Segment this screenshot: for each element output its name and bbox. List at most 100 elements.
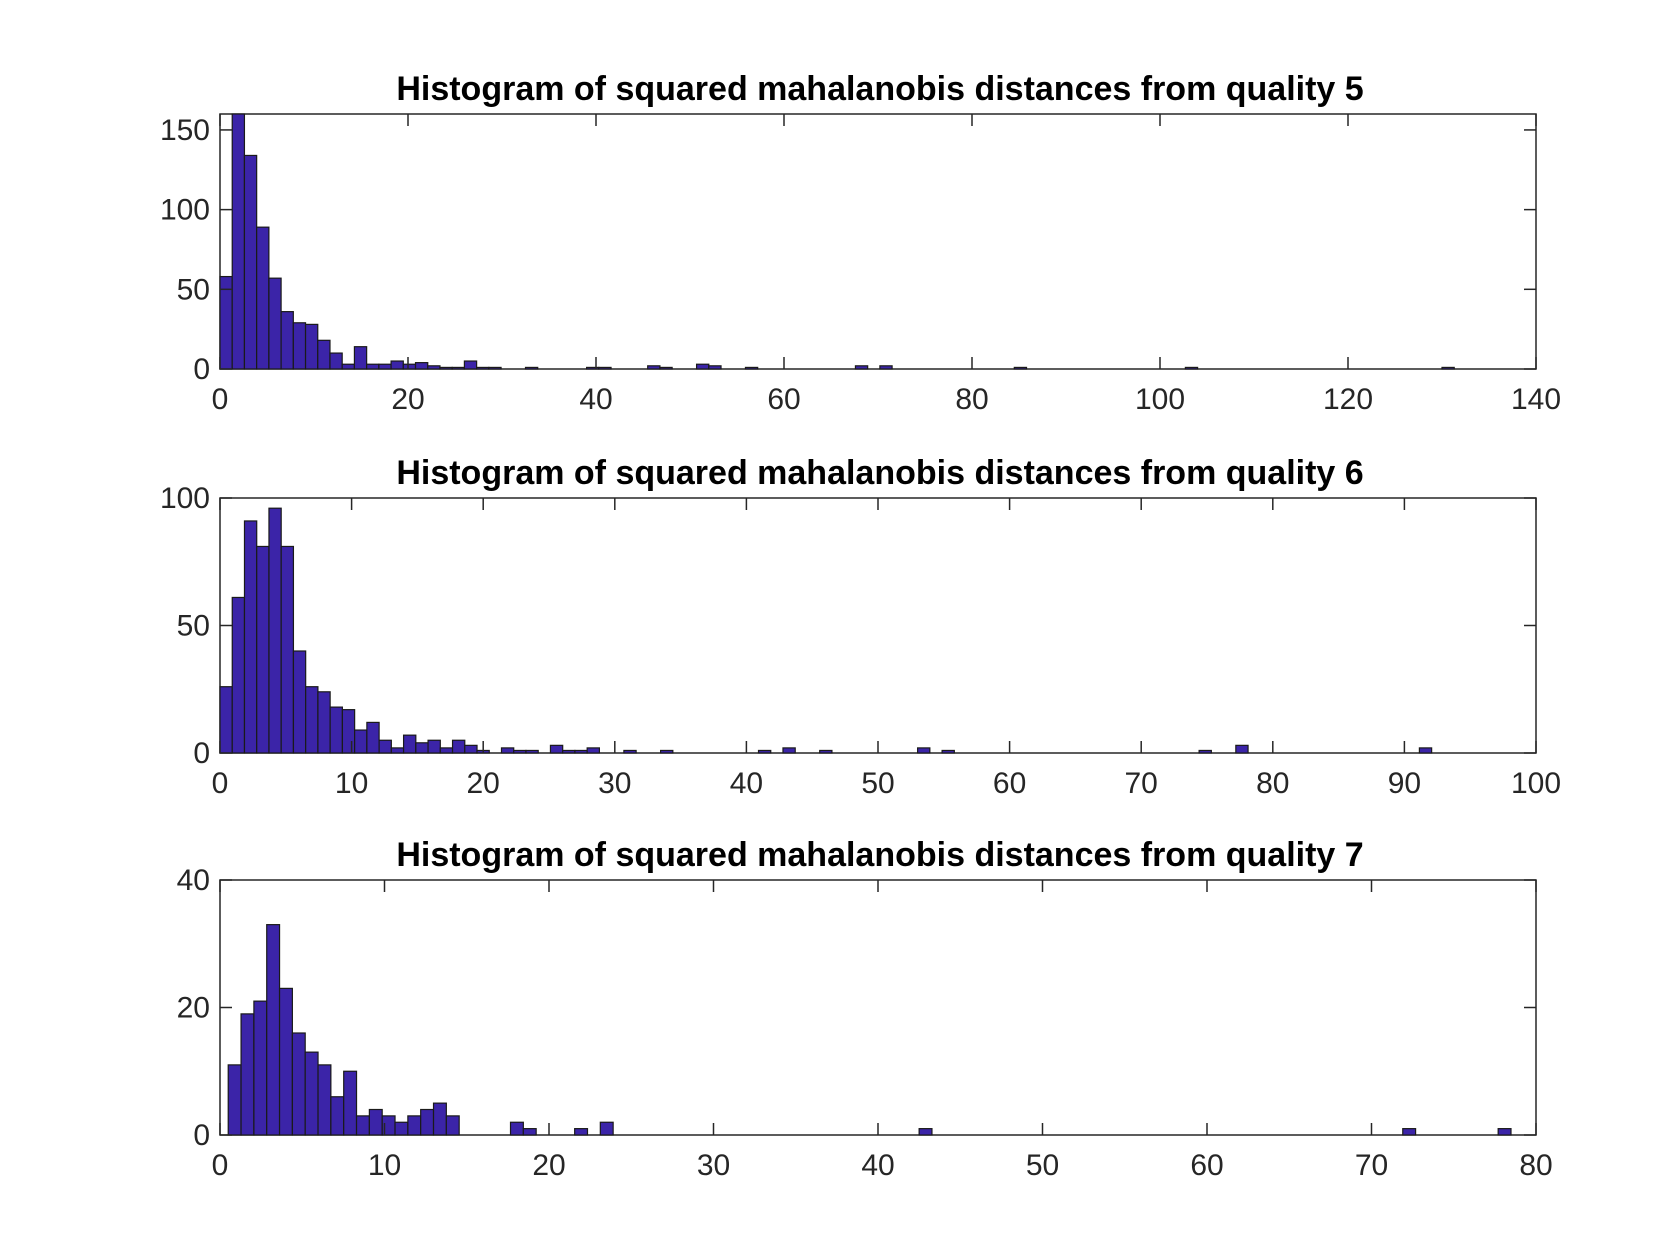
histogram-bar [355, 1115, 370, 1136]
histogram-bar [231, 596, 246, 754]
histogram-bar [329, 706, 343, 754]
x-tick-label: 90 [1388, 767, 1421, 800]
x-tick-label: 70 [1125, 767, 1158, 800]
subplot-quality-6: Histogram of squared mahalanobis distanc… [160, 454, 1561, 800]
x-tick-label: 100 [1511, 767, 1561, 800]
x-tick-label: 10 [368, 1149, 401, 1182]
histogram-bar [598, 366, 612, 370]
histogram-bar [1184, 366, 1199, 370]
x-tick-label: 20 [467, 767, 500, 800]
x-tick-label: 50 [861, 767, 894, 800]
plot-area-quality-5 [219, 113, 1537, 370]
x-tick-label: 30 [598, 767, 631, 800]
histogram-bar [1013, 366, 1028, 370]
histogram-bar [329, 352, 343, 370]
x-tick-label: 50 [1026, 1149, 1059, 1182]
histogram-bar [366, 363, 380, 370]
histogram-bar [623, 749, 637, 754]
histogram-bar [451, 739, 466, 754]
histogram-bar [227, 1064, 242, 1136]
x-tick-label: 80 [1519, 1149, 1552, 1182]
histogram-bar [420, 1108, 435, 1136]
histogram-bar [525, 749, 539, 754]
x-tick-label: 40 [861, 1149, 894, 1182]
y-tick-label: 20 [177, 992, 210, 1025]
histogram-bar [439, 366, 453, 370]
histogram-bar [266, 924, 281, 1136]
histogram-bar [819, 749, 833, 754]
histogram-bar [390, 747, 405, 754]
x-tick-label: 20 [532, 1149, 565, 1182]
x-tick-label: 10 [335, 767, 368, 800]
x-tick-label: 80 [1256, 767, 1289, 800]
subplot-quality-7: Histogram of squared mahalanobis distanc… [177, 836, 1553, 1182]
histogram-bar [292, 650, 307, 754]
y-tick-label: 0 [193, 353, 210, 386]
histogram-bar [219, 275, 233, 370]
histogram-bar [659, 749, 674, 754]
x-tick-label: 100 [1135, 383, 1185, 416]
histogram-bar [317, 1064, 332, 1136]
histogram-bar [1497, 1128, 1512, 1136]
histogram-bar [647, 365, 661, 370]
x-tick-label: 20 [391, 383, 424, 416]
histogram-bar [353, 346, 368, 370]
histogram-bar [354, 729, 368, 754]
chart-title-quality-5: Histogram of squared mahalanobis distanc… [396, 70, 1363, 108]
histogram-bar [513, 749, 527, 754]
histogram-bar [574, 749, 588, 754]
y-tick-label: 0 [193, 1119, 210, 1152]
histogram-bar [415, 742, 429, 754]
histogram-bar [243, 520, 258, 754]
histogram-bar [240, 1013, 255, 1136]
histogram-bar [414, 362, 429, 370]
histogram-bar [256, 226, 270, 370]
x-tick-label: 80 [955, 383, 988, 416]
x-tick-label: 60 [767, 383, 800, 416]
histogram-bar [488, 366, 502, 370]
x-tick-label: 30 [697, 1149, 730, 1182]
y-tick-label: 50 [177, 273, 210, 306]
histogram-bar [599, 1121, 614, 1136]
x-tick-label: 60 [993, 767, 1026, 800]
chart-title-quality-7: Histogram of squared mahalanobis distanc… [396, 836, 1363, 874]
histogram-bar [500, 747, 515, 754]
y-tick-label: 100 [160, 482, 210, 515]
histogram-bar [427, 739, 441, 754]
y-tick-label: 40 [177, 864, 210, 897]
ticks-quality-5: 0 20 40 60 80 100 120 140 0 50 100 150 [160, 114, 1561, 416]
y-tick-label: 150 [160, 114, 210, 147]
histogram-bar [782, 747, 796, 754]
histogram-bar [1402, 1128, 1417, 1136]
histogram-bar [256, 545, 270, 754]
histogram-bar [562, 749, 576, 754]
histogram-bar [509, 1121, 524, 1136]
histogram-bar [476, 366, 490, 370]
x-tick-label: 0 [212, 383, 229, 416]
histogram-bar [695, 363, 710, 370]
histogram-bar [304, 1051, 319, 1136]
histogram-bar [463, 360, 478, 370]
histogram-bar [585, 366, 600, 370]
histogram-bar [291, 1032, 306, 1136]
x-tick-label: 0 [212, 767, 229, 800]
x-tick-label: 140 [1511, 383, 1561, 416]
bars-quality-5 [219, 113, 1455, 370]
histogram-bar [918, 1128, 933, 1136]
histogram-bar [268, 277, 282, 370]
histogram-bar [343, 1070, 358, 1136]
histogram-bar [402, 734, 417, 754]
x-tick-label: 120 [1323, 383, 1373, 416]
x-tick-label: 70 [1355, 1149, 1388, 1182]
histogram-bar [407, 1115, 422, 1136]
subplot-quality-5: Histogram of squared mahalanobis distanc… [160, 70, 1561, 416]
histogram-bar [243, 154, 258, 370]
histogram-bar [586, 747, 600, 754]
histogram-bar [219, 686, 233, 754]
histogram-bar [524, 366, 539, 370]
plot-area-quality-7 [219, 879, 1537, 1136]
histogram-bar [390, 360, 404, 370]
histogram-bar [366, 721, 380, 754]
histogram-bar [253, 1000, 268, 1136]
